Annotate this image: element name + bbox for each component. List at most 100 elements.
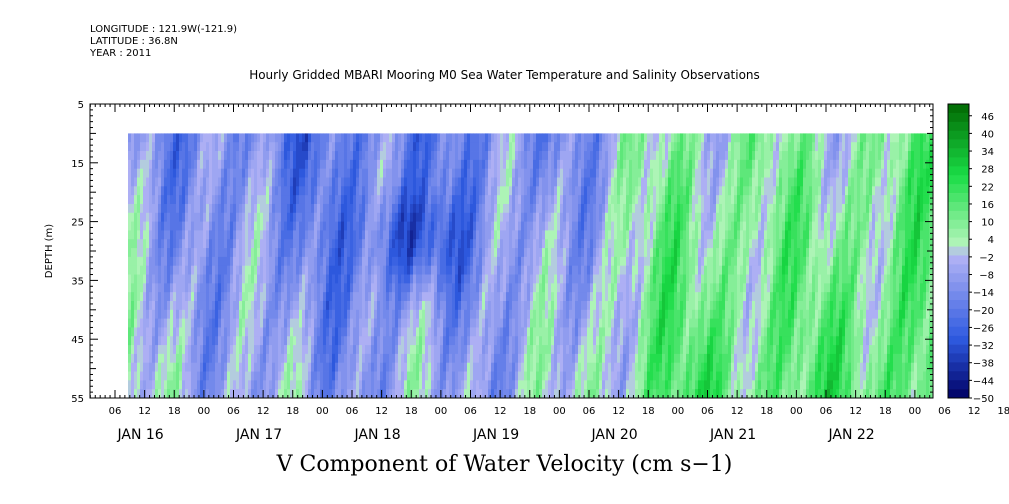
heatmap-cell bbox=[512, 300, 516, 311]
heatmap-cell bbox=[137, 203, 141, 214]
heatmap-cell bbox=[401, 265, 405, 275]
heatmap-cell bbox=[335, 203, 339, 214]
heatmap-cell bbox=[230, 248, 234, 258]
heatmap-cell bbox=[476, 168, 480, 178]
heatmap-cell bbox=[443, 327, 447, 337]
heatmap-cell bbox=[206, 203, 210, 214]
heatmap-cell bbox=[527, 389, 531, 399]
heatmap-cell bbox=[587, 195, 591, 205]
heatmap-cell bbox=[128, 371, 132, 381]
heatmap-cell bbox=[251, 168, 255, 178]
heatmap-cell bbox=[212, 177, 216, 187]
heatmap-cell bbox=[524, 318, 528, 328]
heatmap-cell bbox=[530, 353, 534, 364]
heatmap-cell bbox=[326, 318, 330, 328]
heatmap-cell bbox=[428, 362, 432, 372]
heatmap-cell bbox=[212, 292, 216, 302]
heatmap-cell bbox=[293, 300, 297, 311]
heatmap-cell bbox=[422, 203, 426, 214]
heatmap-cell bbox=[356, 353, 360, 364]
heatmap-cell bbox=[545, 186, 549, 196]
heatmap-cell bbox=[281, 283, 285, 293]
heatmap-cell bbox=[368, 309, 372, 320]
heatmap-cell bbox=[437, 371, 441, 381]
heatmap-cell bbox=[437, 327, 441, 337]
heatmap-cell bbox=[290, 327, 294, 337]
heatmap-cell bbox=[605, 159, 609, 170]
heatmap-cell bbox=[617, 239, 621, 249]
heatmap-cell bbox=[362, 186, 366, 196]
heatmap-cell bbox=[533, 292, 537, 302]
heatmap-cell bbox=[233, 142, 237, 152]
heatmap-cell bbox=[293, 168, 297, 178]
heatmap-cell bbox=[416, 327, 420, 337]
heatmap-cell bbox=[179, 142, 183, 152]
heatmap-cell bbox=[248, 195, 252, 205]
heatmap-cell bbox=[284, 265, 288, 275]
heatmap-cell bbox=[590, 265, 594, 275]
heatmap-cell bbox=[200, 380, 204, 390]
heatmap-cell bbox=[203, 274, 207, 284]
heatmap-cell bbox=[425, 195, 429, 205]
heatmap-cell bbox=[191, 283, 195, 293]
heatmap-cell bbox=[554, 239, 558, 249]
heatmap-cell bbox=[320, 265, 324, 275]
heatmap-cell bbox=[131, 248, 135, 258]
heatmap-cell bbox=[476, 133, 480, 143]
heatmap-cell bbox=[281, 142, 285, 152]
heatmap-cell bbox=[131, 177, 135, 187]
heatmap-cell bbox=[374, 212, 378, 222]
heatmap-cell bbox=[599, 283, 603, 293]
heatmap-cell bbox=[623, 186, 627, 196]
heatmap-cell bbox=[227, 336, 231, 346]
heatmap-cell bbox=[323, 318, 327, 328]
heatmap-cell bbox=[254, 212, 258, 222]
heatmap-cell bbox=[473, 239, 477, 249]
heatmap-cell bbox=[311, 371, 315, 381]
heatmap-cell bbox=[353, 309, 357, 320]
heatmap-cell bbox=[617, 274, 621, 284]
heatmap-cell bbox=[416, 203, 420, 214]
heatmap-cell bbox=[389, 371, 393, 381]
heatmap-cell bbox=[350, 186, 354, 196]
heatmap-cell bbox=[191, 151, 195, 161]
heatmap-cell bbox=[236, 159, 240, 170]
heatmap-cell bbox=[491, 380, 495, 390]
heatmap-cell bbox=[590, 345, 594, 355]
heatmap-cell bbox=[584, 283, 588, 293]
heatmap-cell bbox=[554, 212, 558, 222]
heatmap-cell bbox=[554, 362, 558, 372]
heatmap-cell bbox=[425, 159, 429, 170]
heatmap-cell bbox=[341, 159, 345, 170]
heatmap-cell bbox=[161, 239, 165, 249]
heatmap-cell bbox=[563, 212, 567, 222]
heatmap-cell bbox=[248, 353, 252, 364]
heatmap-cell bbox=[602, 168, 606, 178]
heatmap-cell bbox=[587, 318, 591, 328]
heatmap-cell bbox=[449, 159, 453, 170]
heatmap-cell bbox=[371, 195, 375, 205]
heatmap-cell bbox=[224, 203, 228, 214]
heatmap-cell bbox=[224, 239, 228, 249]
heatmap-cell bbox=[572, 300, 576, 311]
heatmap-cell bbox=[245, 142, 249, 152]
heatmap-cell bbox=[257, 230, 261, 240]
heatmap-cell bbox=[347, 345, 351, 355]
heatmap-cell bbox=[581, 318, 585, 328]
heatmap-cell bbox=[395, 195, 399, 205]
heatmap-cell bbox=[371, 336, 375, 346]
heatmap-cell bbox=[197, 380, 201, 390]
heatmap-cell bbox=[518, 230, 522, 240]
heatmap-cell bbox=[158, 274, 162, 284]
heatmap-cell bbox=[167, 142, 171, 152]
heatmap-cell bbox=[356, 159, 360, 170]
heatmap-cell bbox=[308, 318, 312, 328]
heatmap-cell bbox=[158, 300, 162, 311]
heatmap-cell bbox=[230, 203, 234, 214]
heatmap-cell bbox=[335, 300, 339, 311]
heatmap-cell bbox=[134, 212, 138, 222]
heatmap-cell bbox=[194, 300, 198, 311]
heatmap-cell bbox=[563, 265, 567, 275]
heatmap-cell bbox=[143, 168, 147, 178]
heatmap-cell bbox=[128, 265, 132, 275]
